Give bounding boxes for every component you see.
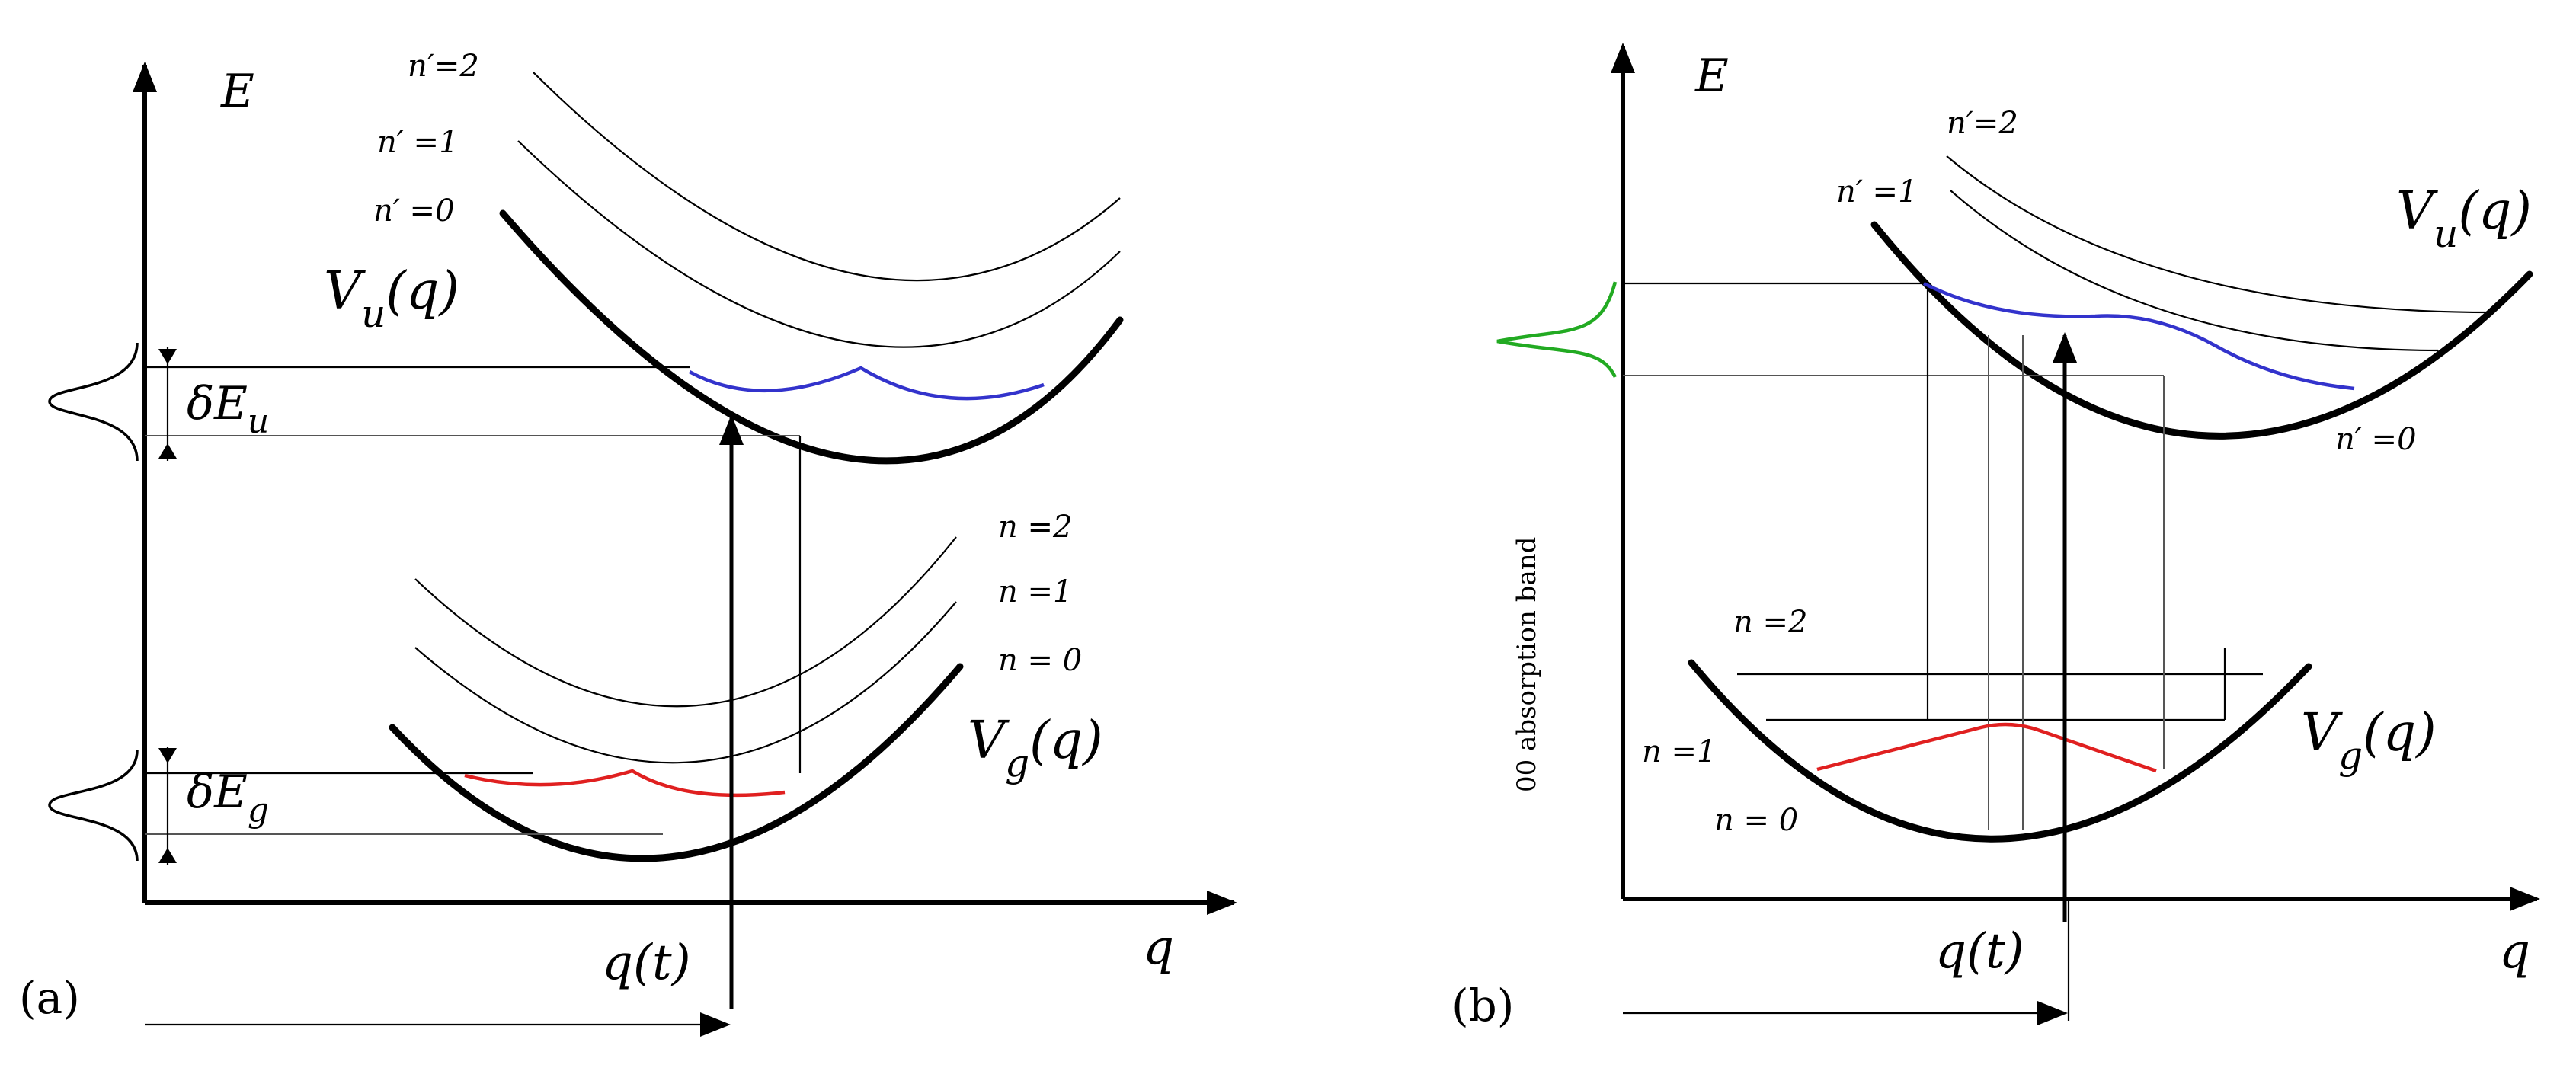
de-u-tick-top xyxy=(158,349,177,364)
de-u-label: δEu xyxy=(187,377,269,441)
panel-a: E q q(t) (a) n′=2 n′ =1 n′ =0 n =2 n =1 … xyxy=(19,49,1237,1037)
axis-e-label-b: E xyxy=(1694,50,1729,103)
ground-potential-vg xyxy=(389,663,964,862)
level-n-prime-2-b xyxy=(1946,155,2492,314)
level-n-1 xyxy=(414,601,957,764)
vu-label: Vu(q) xyxy=(324,261,459,336)
level-label-n-prime-2-b: n′=2 xyxy=(1947,106,2018,141)
level-label-n-0-b: n = 0 xyxy=(1714,803,1798,838)
level-label-n-prime-0: n′ =0 xyxy=(373,193,455,229)
excited-wavepacket-b xyxy=(1922,281,2355,391)
axis-e-label: E xyxy=(220,65,254,118)
panel-b: E q q(t) (b) n′=2 n′ =1 n′ =0 n =2 n =1 … xyxy=(1451,43,2540,1031)
panel-label-b: (b) xyxy=(1451,980,1514,1031)
panel-label: (a) xyxy=(19,972,80,1024)
level-label-n-prime-1: n′ =1 xyxy=(377,125,459,160)
vg-label-b: Vg(q) xyxy=(2301,703,2437,778)
level-n-prime-1-b xyxy=(1950,190,2439,352)
qt-label: q(t) xyxy=(602,935,691,991)
de-u-tick-bottom xyxy=(158,443,177,459)
level-label-n-prime-0-b: n′ =0 xyxy=(2335,422,2417,457)
level-label-n-prime-1-b: n′ =1 xyxy=(1836,174,1918,209)
level-label-n-prime-2: n′=2 xyxy=(408,49,479,84)
level-label-n-0: n = 0 xyxy=(998,643,1082,678)
qt-label-b: q(t) xyxy=(1935,923,2024,980)
level-label-n-1: n =1 xyxy=(998,574,1072,609)
level-label-n-2: n =2 xyxy=(998,510,1072,545)
absorption-band-label: 00 absorption band xyxy=(1512,537,1542,792)
excited-potential-vu xyxy=(499,209,1124,465)
ground-wavepacket-b xyxy=(1816,722,2157,773)
vu-label-b: Vu(q) xyxy=(2396,181,2532,256)
de-g-label: δEg xyxy=(187,766,269,830)
level-label-n-2-b: n =2 xyxy=(1733,605,1807,640)
excited-line-profile xyxy=(48,342,139,462)
axis-q-label: q xyxy=(1143,919,1174,976)
ground-wavepacket xyxy=(464,769,786,798)
de-g-tick-top xyxy=(158,748,177,763)
level-label-n-1-b: n =1 xyxy=(1642,734,1716,769)
level-n-prime-2 xyxy=(533,72,1121,282)
ground-line-profile xyxy=(48,750,139,862)
vg-label: Vg(q) xyxy=(968,711,1103,785)
axis-q-label-b: q xyxy=(2499,923,2530,980)
ground-potential-vg-b xyxy=(1688,659,2312,843)
level-n-prime-1 xyxy=(517,140,1121,348)
excited-wavepacket xyxy=(688,366,1045,401)
level-n-2 xyxy=(414,536,957,708)
excited-potential-vu-b xyxy=(1870,221,2533,440)
de-g-tick-bottom xyxy=(158,848,177,863)
absorption-band-profile xyxy=(1496,281,1618,379)
